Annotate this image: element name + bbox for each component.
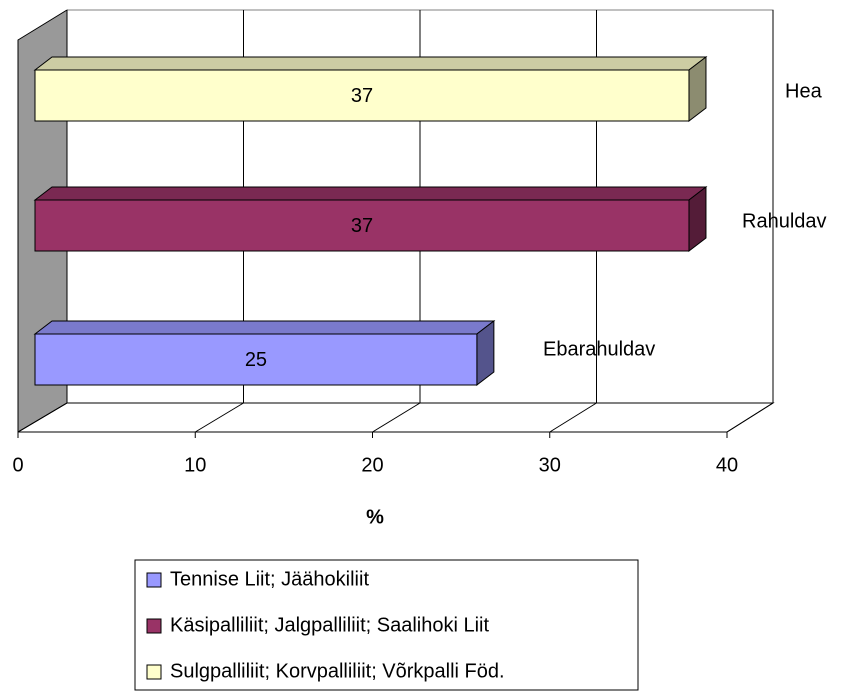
floor-grid-line — [549, 402, 597, 433]
x-tick-label: 0 — [12, 454, 23, 476]
floor-grid-line — [194, 402, 244, 433]
value-label: 37 — [351, 215, 373, 237]
bar-top — [33, 320, 496, 335]
x-tick-label: 10 — [184, 454, 206, 476]
value-label: 37 — [351, 85, 373, 107]
legend — [134, 559, 639, 691]
legend-label: Käsipalliliit; Jalgpalliliit; Saalihoki … — [170, 614, 489, 636]
floor-grid-line — [17, 402, 68, 433]
floor-grid-line — [372, 402, 421, 433]
legend-swatch — [146, 618, 162, 634]
value-label: 25 — [245, 349, 267, 371]
legend-label: Tennise Liit; Jäähokiliit — [170, 568, 369, 590]
legend-label: Sulgpalliliit; Korvpalliliit; Võrkpalli … — [170, 660, 505, 682]
bar — [34, 69, 690, 122]
x-tick-label: 30 — [539, 454, 561, 476]
bar — [34, 199, 690, 252]
x-tick-label: 40 — [716, 454, 738, 476]
bar-top — [33, 56, 708, 71]
floor-grid-line — [726, 402, 774, 433]
x-tick-label: 20 — [361, 454, 383, 476]
bar — [34, 333, 478, 386]
legend-swatch — [146, 572, 162, 588]
legend-swatch — [146, 664, 162, 680]
category-label: Hea — [785, 80, 823, 102]
x-axis-label: % — [366, 506, 384, 528]
bar-top — [33, 186, 708, 201]
category-label: Rahuldav — [742, 210, 827, 232]
category-label: Ebarahuldav — [543, 338, 655, 360]
